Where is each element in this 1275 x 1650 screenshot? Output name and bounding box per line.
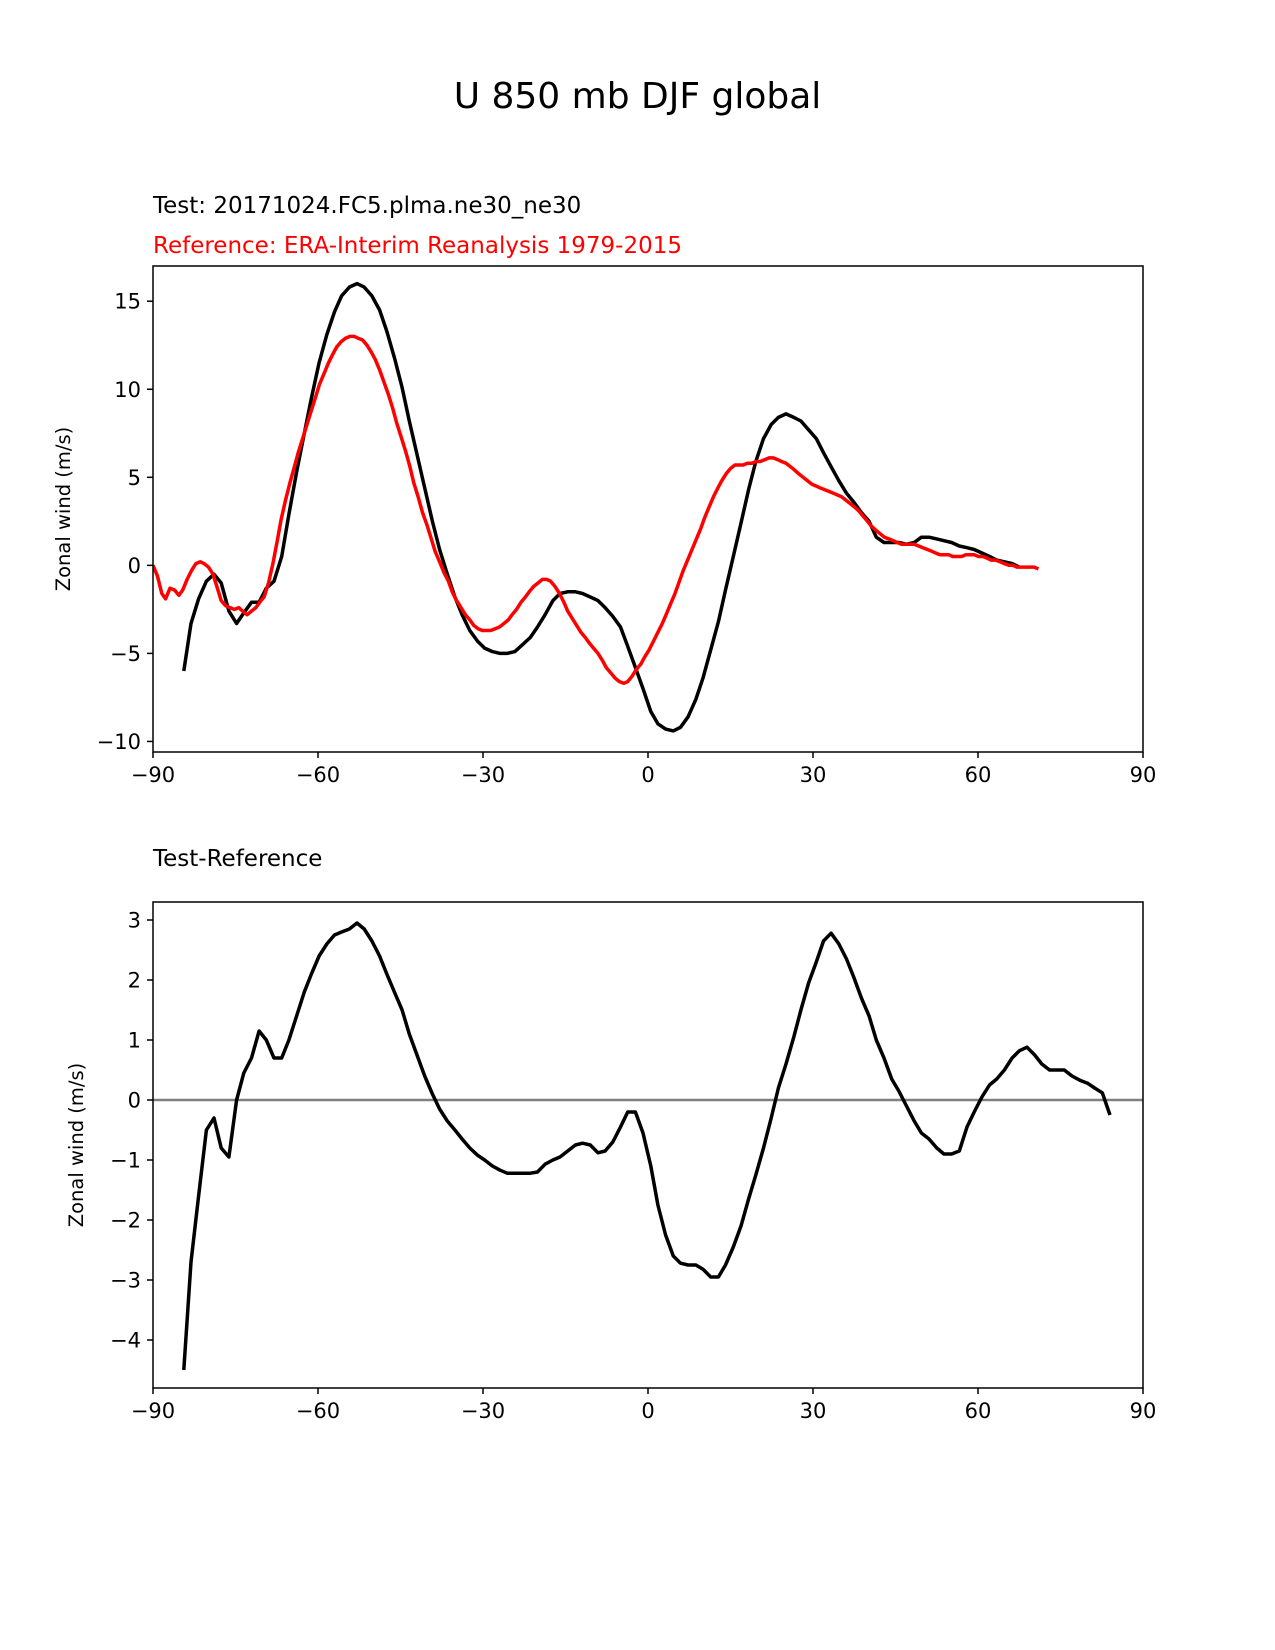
y-axis-label: Zonal wind (m/s) xyxy=(65,1063,88,1227)
series-line-test xyxy=(182,281,1021,733)
series-line-reference xyxy=(153,334,1040,686)
top-panel: Test: 20171024.FC5.plma.ne30_ne30 Referen… xyxy=(52,193,1156,787)
y-tick-label: −10 xyxy=(97,730,141,754)
panel-subtitle: Reference: ERA-Interim Reanalysis 1979-2… xyxy=(153,233,682,259)
panel-title: Test-Reference xyxy=(152,846,322,872)
x-tick-label: −90 xyxy=(131,763,175,787)
y-axis-label: Zonal wind (m/s) xyxy=(52,427,75,591)
y-tick-label: 0 xyxy=(128,554,141,578)
series-line-test-reference xyxy=(182,921,1112,1371)
y-tick-label: −2 xyxy=(110,1209,141,1233)
y-tick-label: 1 xyxy=(128,1029,141,1053)
plot-frame xyxy=(152,265,1144,753)
plot-frame xyxy=(152,901,1144,1389)
x-tick-label: 90 xyxy=(1130,1399,1157,1423)
y-tick-label: −3 xyxy=(110,1269,141,1293)
x-tick-label: 0 xyxy=(641,1399,654,1423)
x-tick-label: 0 xyxy=(641,763,654,787)
x-tick-label: −30 xyxy=(461,1399,505,1423)
x-tick-label: 90 xyxy=(1130,763,1157,787)
x-tick-label: −30 xyxy=(461,763,505,787)
x-tick-label: −60 xyxy=(296,1399,340,1423)
suptitle: U 850 mb DJF global xyxy=(454,76,822,117)
y-tick-label: 0 xyxy=(128,1089,141,1113)
y-tick-label: −4 xyxy=(110,1329,141,1353)
y-tick-label: 15 xyxy=(114,290,141,314)
x-tick-label: 60 xyxy=(965,763,992,787)
y-tick-label: 5 xyxy=(128,466,141,490)
x-tick-label: 30 xyxy=(800,763,827,787)
panel-title: Test: 20171024.FC5.plma.ne30_ne30 xyxy=(152,193,581,219)
x-tick-label: −60 xyxy=(296,763,340,787)
x-tick-label: 60 xyxy=(965,1399,992,1423)
y-tick-label: 3 xyxy=(128,909,141,933)
y-tick-label: −1 xyxy=(110,1149,141,1173)
x-tick-label: −90 xyxy=(131,1399,175,1423)
y-tick-label: 2 xyxy=(128,969,141,993)
y-tick-label: −5 xyxy=(110,642,141,666)
y-tick-label: 10 xyxy=(114,378,141,402)
x-tick-label: 30 xyxy=(800,1399,827,1423)
